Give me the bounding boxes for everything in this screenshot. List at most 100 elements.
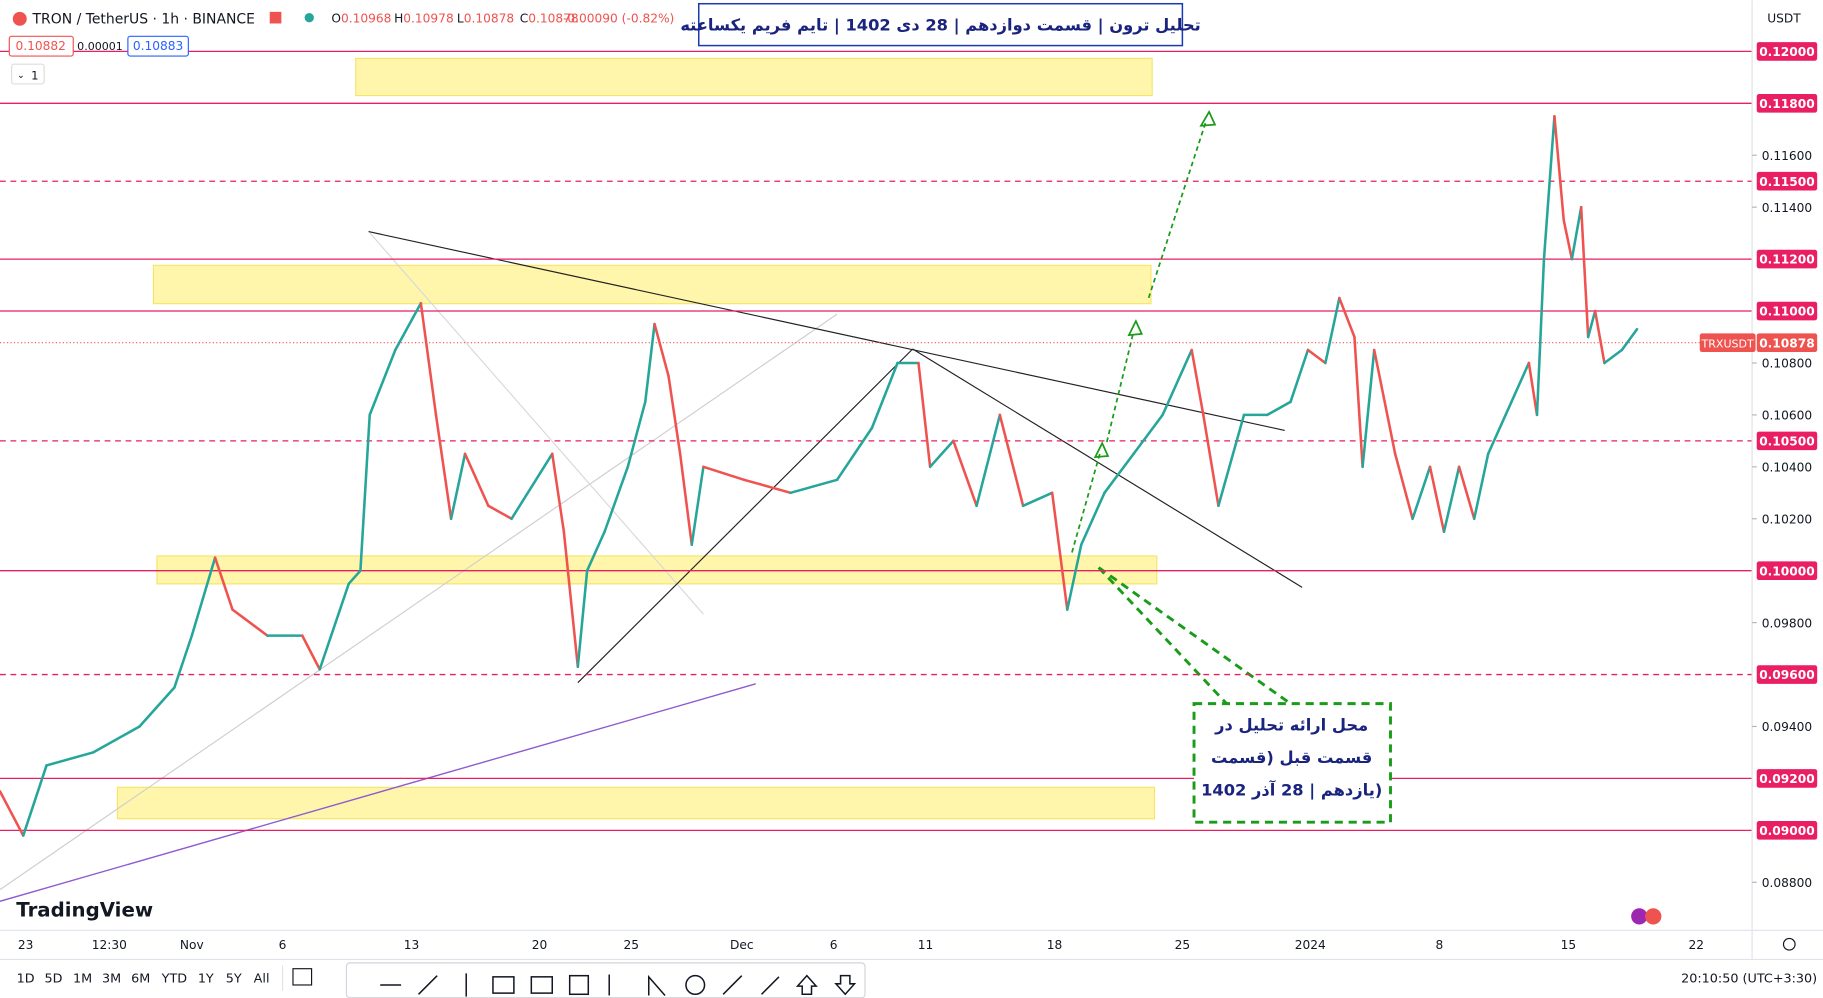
range-button[interactable]: 1M xyxy=(73,972,92,987)
lots-box[interactable] xyxy=(11,63,45,85)
trend-line xyxy=(0,313,838,891)
ohlc-key: L xyxy=(457,11,464,25)
level-label: 0.11800 xyxy=(1759,97,1815,111)
price-segment xyxy=(347,569,362,585)
last-price-tag xyxy=(1756,333,1818,353)
level-tag xyxy=(1756,769,1818,788)
x-tick-label: 13 xyxy=(404,938,420,952)
tool[interactable] xyxy=(647,974,666,996)
price-segment xyxy=(690,465,705,547)
icon[interactable] xyxy=(1631,908,1648,925)
sell-box[interactable] xyxy=(8,35,74,57)
price-segment xyxy=(667,374,682,456)
level-label: 0.09000 xyxy=(1759,824,1815,838)
buy-box[interactable] xyxy=(127,35,189,57)
level-tag xyxy=(1756,665,1818,684)
price-segment xyxy=(835,426,874,482)
price-segment xyxy=(0,790,25,837)
price-segment xyxy=(1161,348,1193,417)
tool[interactable] xyxy=(530,976,554,994)
price-segment xyxy=(928,439,955,469)
price-segment xyxy=(1570,205,1583,261)
annotation-line: قسمت قبل (قسمت xyxy=(1211,748,1372,767)
range-button[interactable]: 1Y xyxy=(198,972,214,987)
price-segment xyxy=(1217,413,1246,508)
price-segment xyxy=(45,751,95,767)
level-tag xyxy=(1756,171,1818,191)
y-tick-label: 0.10400 xyxy=(1762,460,1812,474)
trend-line xyxy=(368,231,1285,431)
calendar-icon[interactable] xyxy=(292,968,313,986)
y-tick-label: 0.10800 xyxy=(1762,357,1812,371)
trend-line xyxy=(369,232,704,615)
tool[interactable] xyxy=(492,976,515,994)
settings[interactable] xyxy=(1782,937,1796,951)
level-tag xyxy=(1756,821,1818,840)
trend-line xyxy=(912,348,1303,588)
range-button[interactable]: All xyxy=(254,972,270,987)
ohlc-item: H0.10978 xyxy=(394,11,454,25)
tool[interactable] xyxy=(722,975,743,995)
price-segment xyxy=(1021,491,1054,508)
price-segment xyxy=(1202,413,1220,508)
price-segment xyxy=(1132,413,1164,456)
ohlc-key: H xyxy=(394,11,403,25)
symbol[interactable]: TRON / TetherUS · 1h · BINANCE xyxy=(32,11,255,27)
y-tick-label: 0.10600 xyxy=(1762,409,1812,423)
x-tick-label: Dec xyxy=(730,938,754,952)
buy-price: 0.10883 xyxy=(133,39,183,53)
price-segment xyxy=(550,452,566,534)
zone xyxy=(152,264,1152,305)
price-segment xyxy=(173,634,194,689)
price-segment xyxy=(434,413,453,521)
spread: 0.00001 xyxy=(77,40,123,53)
trend-line xyxy=(0,683,756,902)
tool[interactable] xyxy=(685,974,706,996)
price-segment xyxy=(1050,491,1069,611)
x-tick-label: 15 xyxy=(1561,938,1577,952)
range-button[interactable]: 3M xyxy=(102,972,121,987)
toolbar: 1D 5D 1M 3M 6M YTD 1Y 5Y All xyxy=(17,972,270,987)
x-tick-label: 2024 xyxy=(1295,938,1326,952)
price-segment xyxy=(1542,115,1556,261)
range-button[interactable]: 5D xyxy=(45,972,63,987)
range-button[interactable]: 1D xyxy=(17,972,35,987)
level-label: 0.10500 xyxy=(1759,435,1815,449)
logo[interactable]: TradingView xyxy=(16,898,153,921)
chevron: ⌄ xyxy=(17,70,25,81)
price-segment xyxy=(952,439,978,508)
price-segment xyxy=(1620,327,1639,352)
level-tag xyxy=(1756,431,1818,451)
tool[interactable] xyxy=(795,974,818,996)
status-dot xyxy=(304,13,314,23)
trend-line xyxy=(577,348,914,684)
price-segment xyxy=(678,452,694,547)
price-segment xyxy=(1361,348,1376,469)
icon[interactable] xyxy=(1645,908,1662,925)
range-button[interactable]: 6M xyxy=(131,972,150,987)
x-tick-label: 6 xyxy=(279,938,287,952)
y-tick-label: 0.11600 xyxy=(1762,149,1812,163)
drawing-tools xyxy=(380,973,857,997)
range-button[interactable]: YTD xyxy=(161,972,188,987)
annotation-line: یازدهم | 28 آذر 1402) xyxy=(1201,779,1382,800)
tool[interactable] xyxy=(760,976,780,995)
level-tag xyxy=(1756,301,1818,321)
ohlc-key: C xyxy=(520,11,529,25)
ohlc: O0.10968 H0.10978 L0.10878 C0.10878 xyxy=(331,11,578,25)
arrow-head xyxy=(1127,319,1144,337)
ohlc-value: 0.10878 xyxy=(464,11,514,25)
level-label: 0.11200 xyxy=(1759,253,1815,267)
x-tick-label: 6 xyxy=(830,938,838,952)
level-label: 0.11000 xyxy=(1759,305,1815,319)
currency[interactable]: USDT xyxy=(1767,11,1801,25)
x-axis: 23 12:30 Nov 6 13 20 25 Dec 6 11 18 25 2024 8 15 22 xyxy=(18,938,1704,952)
ohlc-item: L0.10878 xyxy=(457,11,514,25)
price-segment xyxy=(463,452,490,508)
tool[interactable] xyxy=(568,974,590,996)
range-button[interactable]: 5Y xyxy=(226,972,242,987)
price-segment xyxy=(917,361,932,469)
tool[interactable] xyxy=(834,974,857,996)
tool[interactable] xyxy=(418,975,438,995)
